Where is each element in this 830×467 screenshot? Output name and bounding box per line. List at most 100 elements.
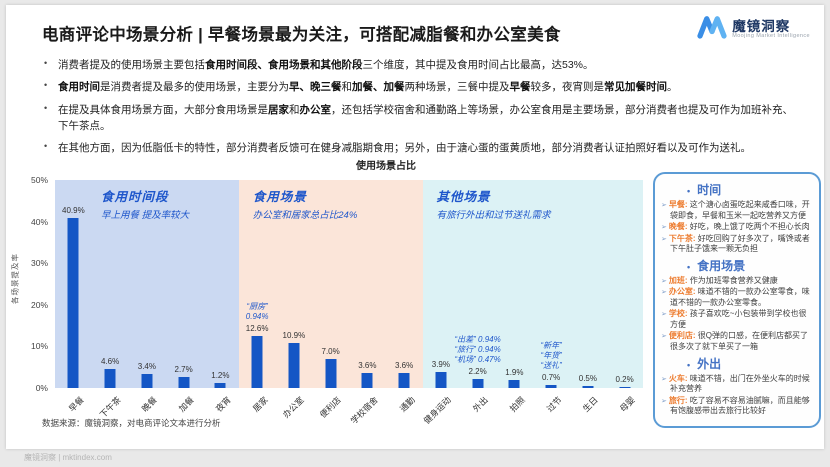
x-tick-label: 过节: [544, 394, 564, 414]
y-tick-label: 20%: [30, 299, 48, 310]
bar-value-label: 0.2%: [615, 375, 634, 385]
quote-text: 孩子喜欢吃~小包装带到学校也很方便: [670, 309, 807, 329]
bullet-dot-icon: •: [44, 80, 48, 91]
bullet-text-segment: 早餐: [509, 81, 531, 94]
quote-item: ➢ 学校: 孩子喜欢吃~小包装带到学校也很方便: [661, 309, 813, 330]
bullet-text-segment: ，还包括学校宿舍和通勤路上等场景，办公室食用是主要场景，部分消费者也提及可作为加…: [58, 103, 793, 132]
quote-label: 办公室:: [668, 287, 696, 297]
chart-bar-column: 1.9%: [496, 180, 533, 388]
panel-heading-text: 时间: [697, 183, 722, 197]
chart-bar: [251, 335, 263, 388]
x-tick-label: 母婴: [617, 394, 637, 414]
chart-bar-column: 3.6%: [349, 180, 386, 388]
quote-label: 火车:: [668, 373, 688, 383]
quote-label: 旅行:: [668, 395, 688, 405]
bullet-item: • 食用时间是消费者提及最多的使用场景，主要分为早、晚三餐和加餐、加餐两种场景，三…: [42, 79, 798, 95]
bar-annotation-line: 0.94%: [245, 311, 269, 321]
panel-heading-text: 外出: [697, 356, 722, 371]
chart-bar: [361, 373, 373, 388]
bullet-text-segment: 较多，夜宵则是: [530, 81, 605, 94]
quote-label: 下午茶:: [668, 233, 696, 243]
chart-bar: [325, 358, 337, 388]
chart-section-title: 食用场景: [252, 190, 307, 204]
bullet-text-segment: 消费者提及的使用场景主要包括: [58, 59, 205, 71]
y-axis-ticks: 0% 10% 20% 30% 40% 50%: [20, 175, 50, 393]
chart-bar: [288, 342, 300, 388]
watermark: 魔镜洞察 | mktindex.com: [24, 453, 112, 462]
chart-bar: [545, 385, 557, 388]
x-tick-label: 健身运动: [421, 394, 454, 426]
x-tick-label: 生日: [580, 394, 601, 414]
bar-value-label: 12.6%: [245, 323, 269, 333]
bar-value-label: 1.9%: [505, 368, 524, 378]
bullet-text-segment: 早、晚三餐: [289, 81, 342, 94]
chart-section-header: 其他场景 有旅行外出和过节送礼需求: [423, 180, 644, 221]
bar-value-label: 7.0%: [321, 346, 340, 356]
quote-text: 味道不错，出门在外坐火车的时候补充营养: [670, 373, 810, 394]
x-tick-label: 拍照: [507, 394, 527, 414]
panel-bullet-icon: •: [687, 359, 691, 370]
quote-text: 很Q弹的口感，在便利店都买了很多次了就下单买了一箱: [670, 331, 808, 352]
chart-bar-column: 7.0%: [312, 180, 349, 388]
panel-bullet-icon: •: [687, 261, 691, 272]
bar-value-label: 4.6%: [101, 356, 120, 366]
arrow-marker-icon: ➢: [661, 202, 667, 209]
panel-bullet-icon: •: [687, 186, 691, 196]
y-tick-label: 40%: [30, 216, 48, 227]
arrow-marker-icon: ➢: [661, 277, 667, 285]
x-tick-label: 夜宵: [213, 394, 233, 414]
quote-text: 好吃，晚上饿了吃两个不担心长肉: [687, 222, 810, 232]
panel-section-heading: • 外出: [661, 355, 813, 372]
chart-bar: [508, 380, 520, 388]
bar-value-label: 0.5%: [578, 373, 597, 383]
chart-bar: [178, 376, 190, 388]
quote-text: 味道不错的一款办公室零食，味道不错的一款办公室零食。: [670, 287, 810, 307]
bullet-text-segment: 食用时间段、食用场景和其他阶段: [205, 59, 363, 71]
bullet-text-segment: 和: [289, 103, 300, 116]
chart-bar: [398, 373, 410, 388]
brand-tagline: Moojing Market Intelligence: [732, 32, 810, 39]
quote-item: ➢ 便利店: 很Q弹的口感，在便利店都买了很多次了就下单买了一箱: [661, 331, 813, 352]
quote-label: 加班:: [668, 275, 688, 285]
chart-section-header: 食用场景办公室和居家总占比24%: [239, 180, 423, 221]
arrow-marker-icon: ➢: [661, 311, 667, 319]
chart-bar-column: 2.7%: [165, 180, 202, 388]
chart-bar-column: 10.9%: [276, 180, 313, 388]
bar-value-label: 2.7%: [174, 364, 193, 374]
chart-section-subtitle: 办公室和居家总占比24%: [252, 210, 358, 221]
chart-bar-column: 3.6%: [386, 180, 423, 388]
chart-plot: 食用时间段 早上用餐 提及率较大 食用场景 办公室和居家总占比24% 其他场景 有旅行外出…: [55, 180, 643, 388]
quote-item: ➢ 加班: 作为加班零食营养又健康: [661, 276, 813, 287]
arrow-marker-icon: ➢: [661, 235, 667, 243]
chart-bar: [472, 378, 484, 388]
chart-bar: [214, 383, 226, 388]
x-tick-label: 早餐: [66, 394, 86, 414]
x-tick-label: 居家: [250, 394, 270, 414]
chart-section-title: 其他场景: [436, 190, 491, 204]
bar-annotation-line: “厨房”: [246, 301, 268, 311]
x-tick-label: 晚餐: [139, 394, 160, 414]
bar-value-label: 3.4%: [137, 361, 156, 371]
bullet-text-segment: 和: [341, 81, 353, 94]
quote-label: 便利店:: [668, 331, 696, 341]
chart-bar-column: 12.6% “厨房” 0.94%: [239, 180, 276, 388]
bar-annotation: “出差” 0.94% “旅行” 0.94% “机场” 0.47%: [455, 335, 501, 365]
bar-value-label: 10.9%: [282, 330, 306, 340]
chart-bar-column: 0.2%: [606, 180, 643, 388]
bar-value-label: 1.2%: [211, 371, 230, 381]
bar-value-label: 3.9%: [431, 359, 450, 369]
quote-label: 早餐:: [668, 200, 688, 209]
chart-bar-column: 4.6%: [92, 180, 129, 388]
bar-annotation-line: “旅行” 0.94%: [454, 344, 501, 354]
bar-value-label: 40.9%: [62, 205, 85, 215]
brand-name: 魔镜洞察: [732, 18, 791, 34]
source-note: 数据来源：魔镜洞察，对电商评论文本进行分析: [42, 418, 221, 428]
bar-annotation-line: “新年”: [540, 341, 562, 351]
arrow-marker-icon: ➢: [661, 397, 667, 405]
bullet-text-segment: 居家: [268, 103, 289, 116]
chart-bar-column: 3.9%: [423, 180, 460, 388]
y-axis-title: 各场景提及率: [10, 253, 20, 304]
quote-item: ➢ 下午茶: 好吃回购了好多次了，嘴馋或者下午肚子饿来一颗无负担: [661, 234, 813, 255]
x-tick-label: 加餐: [176, 394, 196, 414]
bullet-text-segment: 办公室: [299, 103, 332, 116]
